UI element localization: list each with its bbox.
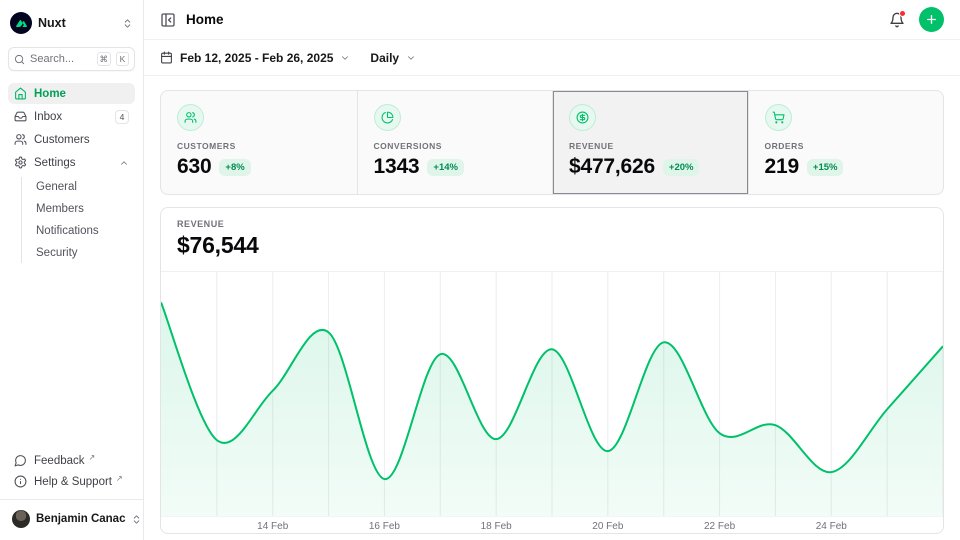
sidebar-item-home[interactable]: Home (8, 83, 135, 104)
period-value: Daily (370, 50, 400, 65)
cart-icon (764, 104, 792, 131)
nuxt-logo-icon (10, 12, 32, 34)
sidebar-nav: Home Inbox 4 Customers Settings (8, 83, 135, 263)
revenue-chart[interactable] (161, 272, 943, 517)
chart-header: REVENUE $76,544 (161, 208, 943, 272)
kbd-k: K (116, 52, 129, 66)
plus-icon (927, 15, 936, 24)
notifications-button[interactable] (889, 9, 906, 28)
sidebar-spacer (8, 263, 135, 450)
sidebar-item-label: Feedback (34, 454, 85, 467)
date-range-value: Feb 12, 2025 - Feb 26, 2025 (180, 50, 334, 65)
stats-row: CUSTOMERS 630 +8% CONVERSIONS 1343 +14% (160, 90, 944, 195)
sidebar-item-label: Home (34, 87, 66, 100)
sidebar-item-general[interactable]: General (36, 181, 77, 193)
sidebar-item-feedback[interactable]: Feedback ↗ (8, 450, 135, 471)
info-circle-icon (14, 475, 27, 488)
chart-pie-icon (373, 104, 401, 131)
x-axis-tick-label: 16 Feb (368, 521, 400, 532)
x-axis-tick-label: 18 Feb (480, 521, 512, 532)
chart-x-axis: 14 Feb 16 Feb 18 Feb 20 Feb 22 Feb 24 Feb (161, 517, 943, 533)
stat-card-orders[interactable]: ORDERS 219 +15% (747, 91, 944, 194)
gear-icon (14, 156, 27, 169)
main-panel: Home Feb 12, 2025 - Feb 26, 2025 (144, 0, 960, 540)
chevrons-up-down-icon (131, 514, 142, 525)
sidebar-item-label: Settings (34, 156, 76, 169)
sidebar-item-customers[interactable]: Customers (8, 129, 135, 150)
chevron-up-icon (119, 158, 129, 168)
date-range-button[interactable]: Feb 12, 2025 - Feb 26, 2025 (160, 51, 350, 65)
panel-left-close-icon[interactable] (160, 12, 176, 28)
stat-value: 630 (177, 155, 212, 178)
chevron-down-icon (406, 53, 416, 63)
stat-value: 1343 (373, 155, 420, 178)
revenue-chart-card: REVENUE $76,544 14 Feb 16 Feb 18 Feb 20 Feb… (160, 207, 944, 534)
stat-delta-badge: +14% (427, 158, 464, 176)
avatar (12, 510, 30, 528)
inbox-icon (14, 110, 27, 123)
user-menu[interactable]: Benjamin Canac (8, 506, 140, 532)
circle-dollar-icon (569, 104, 596, 131)
sidebar-item-inbox[interactable]: Inbox 4 (8, 106, 135, 127)
user-name: Benjamin Canac (36, 513, 126, 525)
stat-card-conversions[interactable]: CONVERSIONS 1343 +14% (356, 91, 553, 194)
sidebar-item-label: Help & Support (34, 475, 112, 488)
external-link-icon: ↗ (116, 474, 123, 483)
stat-delta-badge: +15% (806, 158, 844, 176)
page-header: Home (144, 0, 960, 40)
sidebar-divider (0, 499, 143, 500)
settings-submenu: General Members Notifications Security (21, 177, 135, 263)
stat-label: CONVERSIONS (373, 141, 442, 151)
search-icon (14, 54, 25, 65)
notification-dot (899, 9, 906, 17)
search-input[interactable]: Search... ⌘ K (8, 47, 135, 71)
x-axis-tick-label: 22 Feb (703, 521, 736, 532)
chart-metric-value: $76,544 (177, 232, 259, 258)
sidebar-item-label: Inbox (34, 110, 63, 123)
chevron-down-icon (340, 53, 350, 63)
workspace-switcher[interactable]: Nuxt (8, 8, 135, 38)
stat-delta-badge: +8% (219, 158, 251, 176)
add-button[interactable] (919, 7, 944, 32)
external-link-icon: ↗ (88, 453, 96, 462)
calendar-icon (160, 51, 173, 64)
stat-label: ORDERS (764, 141, 804, 151)
period-select[interactable]: Daily (370, 51, 416, 65)
sidebar-item-members[interactable]: Members (36, 203, 84, 215)
page-title: Home (186, 12, 224, 27)
stat-card-customers[interactable]: CUSTOMERS 630 +8% (161, 91, 357, 194)
inbox-count-badge: 4 (115, 109, 129, 124)
header-actions (889, 7, 944, 32)
workspace-name: Nuxt (38, 16, 66, 30)
stat-label: CUSTOMERS (177, 141, 236, 151)
users-icon (14, 133, 27, 146)
x-axis-tick-label: 20 Feb (592, 521, 624, 532)
x-axis-tick-label: 24 Feb (815, 521, 847, 532)
sidebar-item-notifications[interactable]: Notifications (36, 225, 99, 237)
sidebar-item-settings[interactable]: Settings (8, 152, 135, 173)
revenue-chart-svg (161, 272, 943, 516)
chart-metric-label: REVENUE (177, 219, 225, 229)
chat-bubble-icon (14, 454, 27, 467)
bell-icon (890, 12, 904, 27)
filters-toolbar: Feb 12, 2025 - Feb 26, 2025 Daily (144, 40, 960, 76)
stat-value: 219 (764, 155, 800, 178)
home-icon (14, 87, 27, 100)
sidebar-item-security[interactable]: Security (36, 247, 78, 259)
chevrons-up-down-icon (122, 18, 133, 29)
search-placeholder: Search... (30, 53, 75, 65)
stat-delta-badge: +20% (662, 158, 700, 176)
kbd-cmd: ⌘ (96, 52, 111, 66)
stat-value: $477,626 (569, 155, 655, 178)
users-icon (177, 104, 204, 131)
sidebar-item-help-support[interactable]: Help & Support ↗ (8, 471, 135, 492)
sidebar: Nuxt Search... ⌘ K Home (0, 0, 144, 540)
sidebar-item-label: Customers (34, 133, 90, 146)
stat-label: REVENUE (569, 141, 614, 151)
stat-card-revenue[interactable]: REVENUE $477,626 +20% (552, 91, 748, 194)
x-axis-tick-label: 14 Feb (257, 521, 289, 532)
page-content: CUSTOMERS 630 +8% CONVERSIONS 1343 +14% (144, 76, 960, 534)
